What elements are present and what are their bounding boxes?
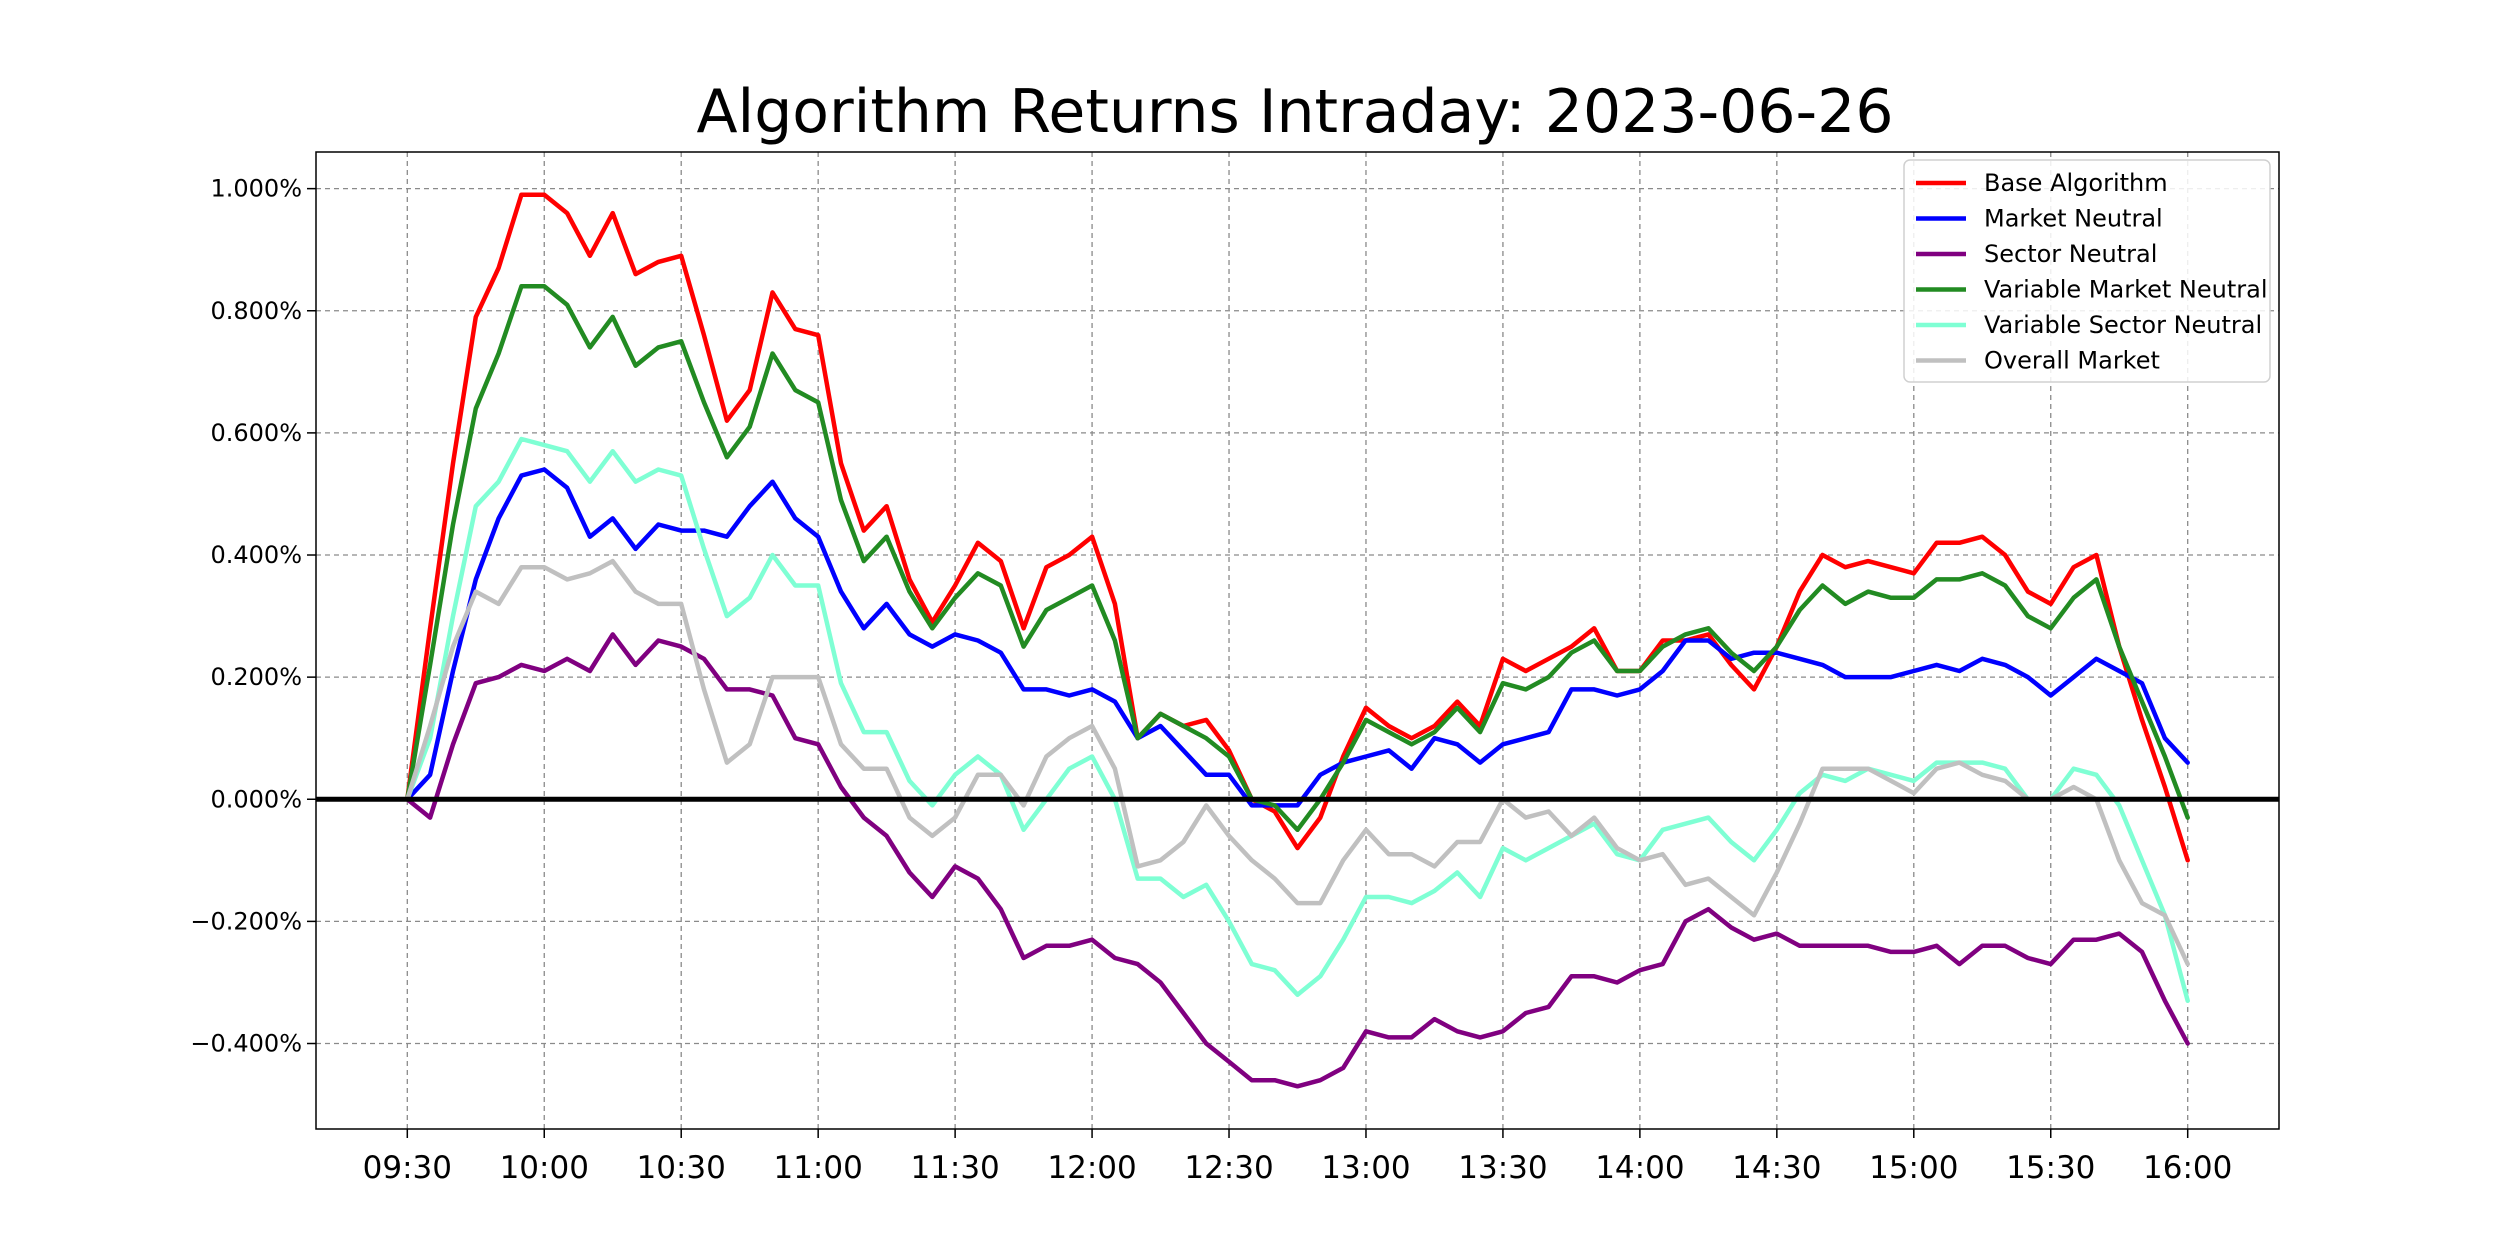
y-tick-label: 1.000%: [210, 175, 302, 203]
y-tick-label: −0.200%: [190, 907, 302, 935]
x-tick-label: 09:30: [363, 1150, 452, 1186]
series-line-market-neutral: [405, 467, 2190, 808]
legend-label: Variable Sector Neutral: [1984, 311, 2262, 339]
series-line-overall-market: [405, 558, 2190, 967]
series-line-variable-sector-neutral: [405, 436, 2190, 1004]
y-tick-label: −0.400%: [190, 1030, 302, 1058]
x-tick-label: 11:30: [910, 1150, 999, 1186]
series-line-sector-neutral: [405, 632, 2190, 1089]
legend-label: Overall Market: [1984, 347, 2160, 375]
series-line-variable-market-neutral: [405, 284, 2190, 833]
x-tick-label: 12:30: [1184, 1150, 1273, 1186]
series-line-base-algorithm: [405, 192, 2190, 863]
x-axis-ticks: 09:30 10:00 10:30 11:00 11:30 12:00 12:30 13:00…: [363, 1129, 2232, 1186]
y-tick-label: 0.600%: [210, 419, 302, 447]
x-tick-label: 15:30: [2006, 1150, 2095, 1186]
x-tick-label: 13:00: [1321, 1150, 1410, 1186]
x-tick-label: 15:00: [1869, 1150, 1958, 1186]
x-tick-label: 11:00: [773, 1150, 862, 1186]
x-tick-label: 10:00: [500, 1150, 589, 1186]
legend-label: Variable Market Neutral: [1984, 276, 2268, 304]
y-tick-label: 0.200%: [210, 663, 302, 691]
legend-label: Sector Neutral: [1984, 240, 2157, 268]
series-lines: [405, 192, 2190, 1089]
plot-frame: [315, 151, 2280, 1130]
chart-title: Algorithm Returns Intraday: 2023-06-26: [696, 77, 1893, 147]
legend-label: Base Algorithm: [1984, 169, 2168, 197]
x-tick-label: 12:00: [1047, 1150, 1136, 1186]
x-tick-label: 10:30: [637, 1150, 726, 1186]
x-tick-label: 13:30: [1458, 1150, 1547, 1186]
y-tick-label: 0.000%: [210, 785, 302, 813]
x-tick-label: 14:00: [1595, 1150, 1684, 1186]
y-tick-label: 0.400%: [210, 541, 302, 569]
legend-box: [1903, 159, 2271, 383]
x-tick-label: 14:30: [1732, 1150, 1821, 1186]
x-tick-label: 16:00: [2143, 1150, 2232, 1186]
y-axis-ticks: −0.400% −0.200% 0.000% 0.200% 0.400% 0.600% 0.…: [190, 175, 316, 1058]
legend-label: Market Neutral: [1984, 205, 2163, 233]
legend: Base Algorithm Market Neutral Sector Neutr…: [1903, 159, 2271, 383]
y-tick-label: 0.800%: [210, 297, 302, 325]
